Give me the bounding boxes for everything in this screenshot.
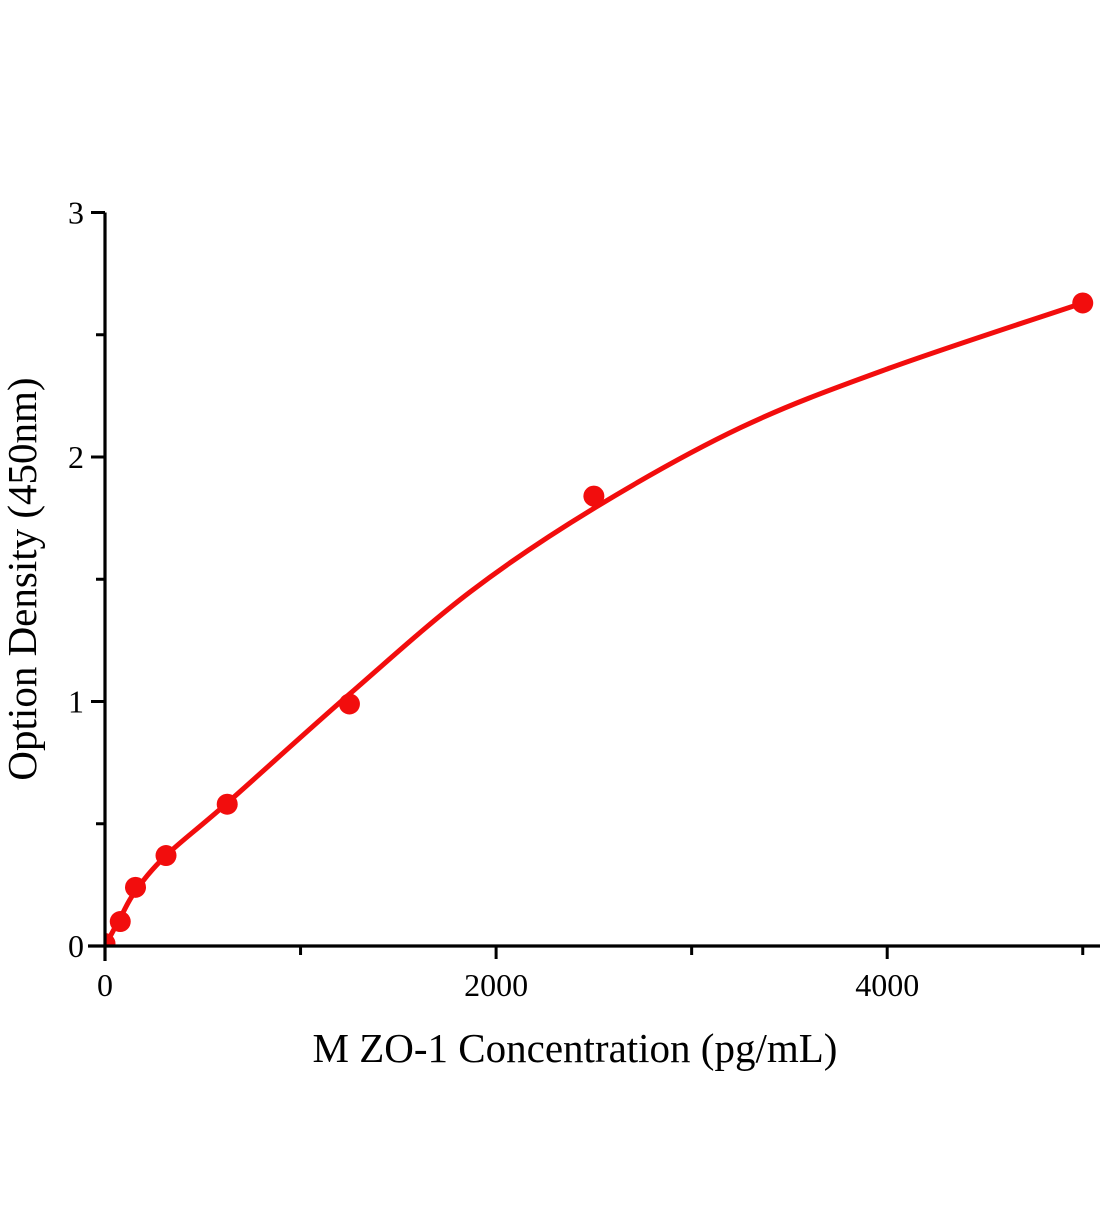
data-point <box>583 485 605 507</box>
data-point <box>1072 292 1094 314</box>
y-tick-label: 2 <box>68 439 84 475</box>
x-tick-label: 4000 <box>855 967 919 1003</box>
x-tick-label: 2000 <box>464 967 528 1003</box>
x-tick-label: 0 <box>97 967 113 1003</box>
y-tick-label: 3 <box>68 195 84 231</box>
x-axis-title: M ZO-1 Concentration (pg/mL) <box>313 1025 838 1071</box>
data-point <box>216 793 238 815</box>
data-point <box>105 933 116 946</box>
y-axis-title: Option Density (450nm) <box>0 377 45 780</box>
data-point <box>109 911 131 933</box>
fit-curve-line <box>105 300 1086 946</box>
data-point <box>155 845 177 867</box>
data-point <box>338 693 360 715</box>
data-point <box>125 876 147 898</box>
y-tick-label: 1 <box>68 684 84 720</box>
y-tick-label: 0 <box>68 928 84 964</box>
